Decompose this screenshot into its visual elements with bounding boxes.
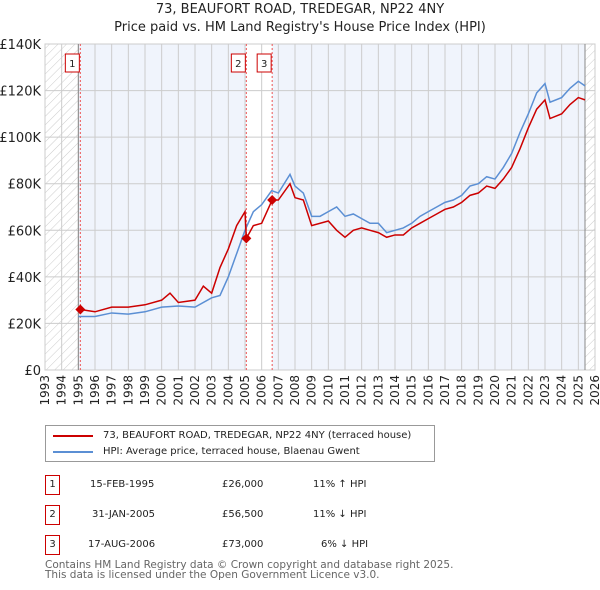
sale-date: 15-FEB-1995 [90, 479, 155, 490]
x-tick-label: 1999 [138, 375, 152, 406]
x-tick-label: 2024 [555, 375, 569, 406]
x-tick-label: 2005 [238, 375, 252, 406]
x-tick-label: 1995 [71, 375, 85, 406]
sale-hpi: 6% ↓ HPI [321, 539, 369, 550]
x-tick-label: 2007 [271, 375, 285, 406]
x-tick-label: 1994 [55, 375, 69, 406]
sale-marker-label: 2 [235, 59, 241, 70]
x-tick-label: 2000 [155, 375, 169, 406]
x-tick-label: 2009 [305, 375, 319, 406]
x-tick-label: 2023 [538, 375, 552, 406]
chart-title: 73, BEAUFORT ROAD, TREDEGAR, NP22 4NY [155, 2, 445, 17]
x-tick-label: 2006 [255, 375, 269, 406]
x-tick-label: 2013 [371, 375, 385, 406]
x-tick-label: 2017 [438, 375, 452, 406]
legend: 73, BEAUFORT ROAD, TREDEGAR, NP22 4NY (t… [45, 425, 435, 462]
plot-border [44, 43, 596, 371]
y-tick-label: £140K [0, 38, 41, 53]
sale-hpi: 11% ↓ HPI [313, 509, 367, 520]
sale-point [267, 195, 278, 206]
sale-price: £73,000 [222, 539, 264, 550]
sale-marker-label: 1 [69, 59, 75, 70]
plot-area: 1993 1994 1995 1996 1997 1998 1999 2000 2001 2002… [0, 38, 600, 406]
footer: Contains HM Land Registry data © Crown c… [45, 559, 454, 581]
x-tick-label: 2010 [321, 375, 335, 406]
y-tick-label: £0 [24, 364, 41, 379]
sale-price: £26,000 [222, 479, 264, 490]
footer-line-1: Contains HM Land Registry data © Crown c… [45, 559, 454, 571]
sale-point [75, 304, 86, 315]
sale-marker-box [256, 53, 272, 73]
shaded-period [78, 44, 247, 370]
property-line [80, 96, 586, 313]
x-tick-label: 2020 [488, 375, 502, 406]
sale-date: 31-JAN-2005 [92, 509, 156, 520]
sale-row-1: 1 15-FEB-1995 £26,000 11% ↑ HPI [45, 475, 445, 495]
legend-swatch-property [53, 434, 93, 437]
sale-date: 17-AUG-2006 [88, 539, 156, 550]
y-tick-label: £60K [8, 224, 42, 239]
sale-marker-box [64, 53, 80, 73]
x-tick-label: 2003 [205, 375, 219, 406]
x-tick-label: 2004 [221, 375, 235, 406]
x-tick-label: 1996 [88, 375, 102, 406]
x-tick-label: 2026 [588, 375, 600, 406]
hatched-region-after [585, 44, 595, 370]
sale-row-2: 2 31-JAN-2005 £56,500 11% ↓ HPI [45, 505, 445, 525]
y-tick-label: £120K [0, 85, 41, 100]
sale-row-3: 3 17-AUG-2006 £73,000 6% ↓ HPI [45, 535, 445, 555]
sale-marker-label: 2 [45, 505, 60, 525]
y-tick-label: £80K [8, 178, 42, 193]
x-tick-label: 2001 [171, 375, 185, 406]
x-tick-label: 2016 [421, 375, 435, 406]
x-tick-label: 1997 [105, 375, 119, 406]
x-tick-label: 2022 [521, 375, 535, 406]
x-tick-label: 2021 [505, 375, 519, 406]
x-tick-label: 2025 [571, 375, 585, 406]
legend-label-hpi: HPI: Average price, terraced house, Blae… [103, 446, 360, 457]
sale-price: £56,500 [222, 509, 264, 520]
y-tick-label: £20K [8, 317, 42, 332]
sale-marker-label: 3 [261, 59, 267, 70]
x-tick-label: 2014 [388, 375, 402, 406]
sale-marker-box [230, 53, 246, 73]
x-tick-label: 2015 [405, 375, 419, 406]
sale-marker-label: 3 [45, 535, 60, 555]
sale-marker-label: 1 [45, 475, 60, 495]
x-tick-label: 2019 [471, 375, 485, 406]
chart-subtitle: Price paid vs. HM Land Registry's House … [114, 20, 486, 35]
sale-hpi: 11% ↑ HPI [313, 479, 367, 490]
y-tick-label: £40K [8, 271, 42, 286]
x-tick-label: 1998 [121, 375, 135, 406]
x-tick-label: 1993 [38, 375, 52, 406]
x-tick-label: 2008 [288, 375, 302, 406]
x-tick-label: 2002 [188, 375, 202, 406]
footer-line-2: This data is licensed under the Open Gov… [45, 569, 380, 581]
x-tick-label: 2012 [355, 375, 369, 406]
sale-point [241, 233, 252, 244]
x-tick-label: 2011 [338, 375, 352, 406]
legend-label-property: 73, BEAUFORT ROAD, TREDEGAR, NP22 4NY (t… [103, 430, 412, 441]
x-tick-label: 2018 [455, 375, 469, 406]
y-tick-label: £100K [0, 131, 41, 146]
legend-swatch-hpi [53, 450, 93, 453]
hpi-line [78, 80, 586, 318]
